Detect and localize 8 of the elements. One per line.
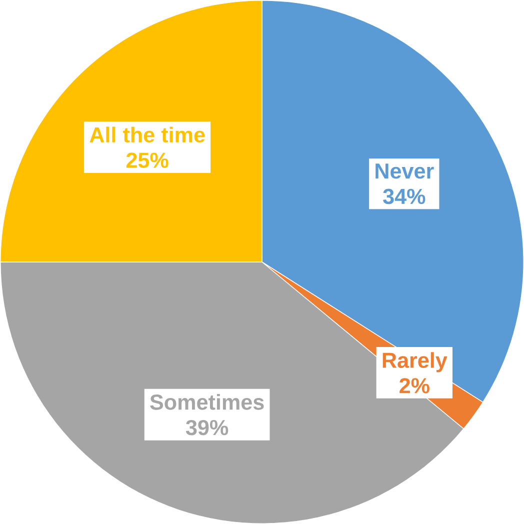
data-label: 34%: [383, 188, 426, 204]
data-label: 39%: [186, 420, 228, 436]
slice-label: Never: [376, 164, 434, 179]
slice-label: Rarely: [382, 352, 448, 372]
slice-label: Sometimes: [150, 394, 264, 410]
slice-label: All the time: [90, 126, 205, 143]
data-label: 2%: [400, 378, 430, 394]
data-label: 25%: [126, 152, 168, 168]
